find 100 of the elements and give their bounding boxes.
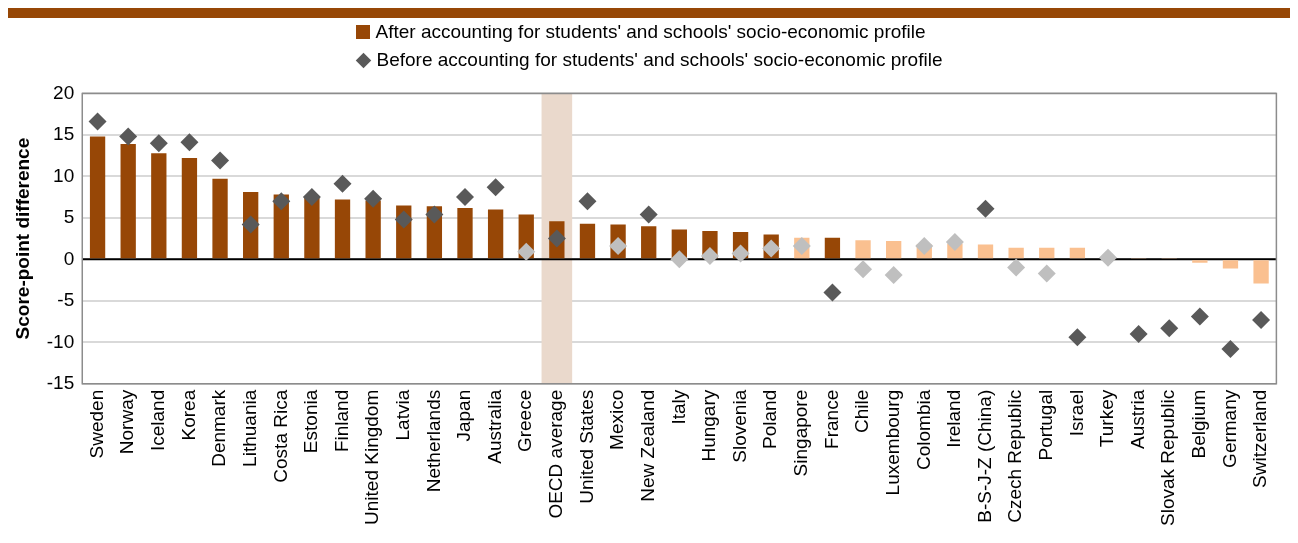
point (1007, 258, 1026, 277)
bar (334, 199, 351, 259)
bar (120, 144, 136, 259)
point (823, 283, 842, 302)
bar (212, 178, 228, 259)
point (1190, 307, 1209, 326)
point (333, 174, 352, 193)
x-tick-label: Czech Republic (1004, 389, 1026, 523)
x-tick-label: Slovak Republic (1157, 389, 1179, 527)
point (394, 210, 413, 229)
x-tick-label: Norway (116, 389, 138, 455)
bar (365, 200, 381, 259)
x-tick-label: Switzerland (1249, 389, 1271, 488)
point (517, 242, 536, 261)
point (88, 112, 107, 131)
x-tick-label: Italy (667, 389, 689, 425)
bar (886, 241, 902, 259)
bar (89, 136, 106, 259)
x-tick-label: Israel (1065, 389, 1087, 437)
y-tick-label: 5 (63, 206, 75, 228)
point (1252, 310, 1271, 329)
y-axis-title: Score-point difference (11, 137, 33, 340)
bar (1008, 247, 1024, 259)
bar (1192, 260, 1208, 263)
x-tick-label: New Zealand (636, 389, 658, 502)
point (547, 229, 566, 248)
y-tick-label: -10 (46, 330, 75, 352)
point (486, 178, 505, 197)
x-tick-label: Finland (330, 389, 352, 453)
x-tick-label: B-S-J-Z (China) (973, 389, 995, 523)
y-tick-label: 0 (63, 247, 75, 269)
x-tick-label: Denmark (208, 389, 230, 467)
x-tick-label: Sweden (85, 389, 107, 459)
legend-label: After accounting for students' and schools' socio-economic profile (375, 20, 926, 44)
point (1221, 339, 1240, 358)
legend-label: Before accounting for students' and schools' socio-economic profile (376, 48, 943, 72)
x-tick-label: Greece (514, 389, 536, 453)
point (1098, 248, 1117, 267)
point (762, 239, 781, 258)
point (731, 244, 750, 263)
y-tick-label: 20 (53, 81, 75, 103)
point (945, 232, 964, 251)
point (1037, 264, 1056, 283)
point (1068, 328, 1087, 347)
point (149, 134, 168, 153)
x-tick-label: Portugal (1034, 389, 1056, 461)
point (241, 215, 260, 234)
point (915, 237, 934, 256)
x-tick-label: Costa Rica (269, 389, 291, 483)
point (884, 266, 903, 285)
x-tick-label: Iceland (147, 389, 169, 452)
point (670, 250, 689, 269)
y-tick-label: -5 (57, 289, 75, 311)
bar (304, 196, 320, 259)
point (976, 199, 995, 218)
bar (487, 209, 504, 259)
x-tick-label: Chile (851, 389, 873, 434)
point (1160, 319, 1179, 338)
bar (824, 237, 841, 259)
point (211, 151, 230, 170)
x-tick-label: OECD average (545, 389, 567, 519)
point (302, 188, 321, 207)
x-tick-label: Luxembourg (881, 389, 903, 496)
x-tick-label: Netherlands (422, 389, 444, 493)
bar (1069, 247, 1086, 259)
x-tick-label: Poland (759, 389, 781, 449)
bar (457, 207, 473, 259)
x-tick-label: Belgium (1188, 389, 1210, 459)
point (180, 133, 199, 152)
point (854, 260, 873, 279)
x-tick-label: Austria (1126, 389, 1148, 449)
x-tick-label: Hungary (698, 389, 720, 462)
bar (1039, 247, 1055, 259)
x-tick-label: Ireland (943, 389, 965, 448)
point (425, 205, 444, 224)
point (700, 247, 719, 265)
point (364, 189, 383, 208)
x-tick-label: Korea (177, 389, 199, 441)
bar (579, 223, 596, 259)
x-tick-label: Slovenia (728, 389, 750, 463)
x-tick-label: Germany (1218, 389, 1240, 468)
x-tick-label: Estonia (300, 389, 322, 454)
x-tick-label: United Kingdom (361, 389, 383, 525)
x-tick-label: Lithuania (238, 389, 260, 467)
x-tick-label: United States (575, 389, 597, 504)
x-tick-label: Singapore (790, 389, 812, 477)
x-tick-label: Australia (483, 389, 505, 464)
y-tick-label: -15 (46, 372, 75, 393)
point (272, 192, 291, 211)
point (456, 188, 474, 207)
x-tick-label: Colombia (912, 389, 934, 471)
x-tick-label: Turkey (1096, 389, 1118, 448)
x-tick-label: France (820, 389, 842, 449)
point (639, 205, 658, 224)
point (609, 237, 628, 256)
x-tick-label: Mexico (606, 389, 628, 450)
bar (1222, 260, 1239, 269)
y-tick-label: 10 (53, 164, 75, 186)
bar (1253, 260, 1269, 284)
point (578, 192, 597, 211)
